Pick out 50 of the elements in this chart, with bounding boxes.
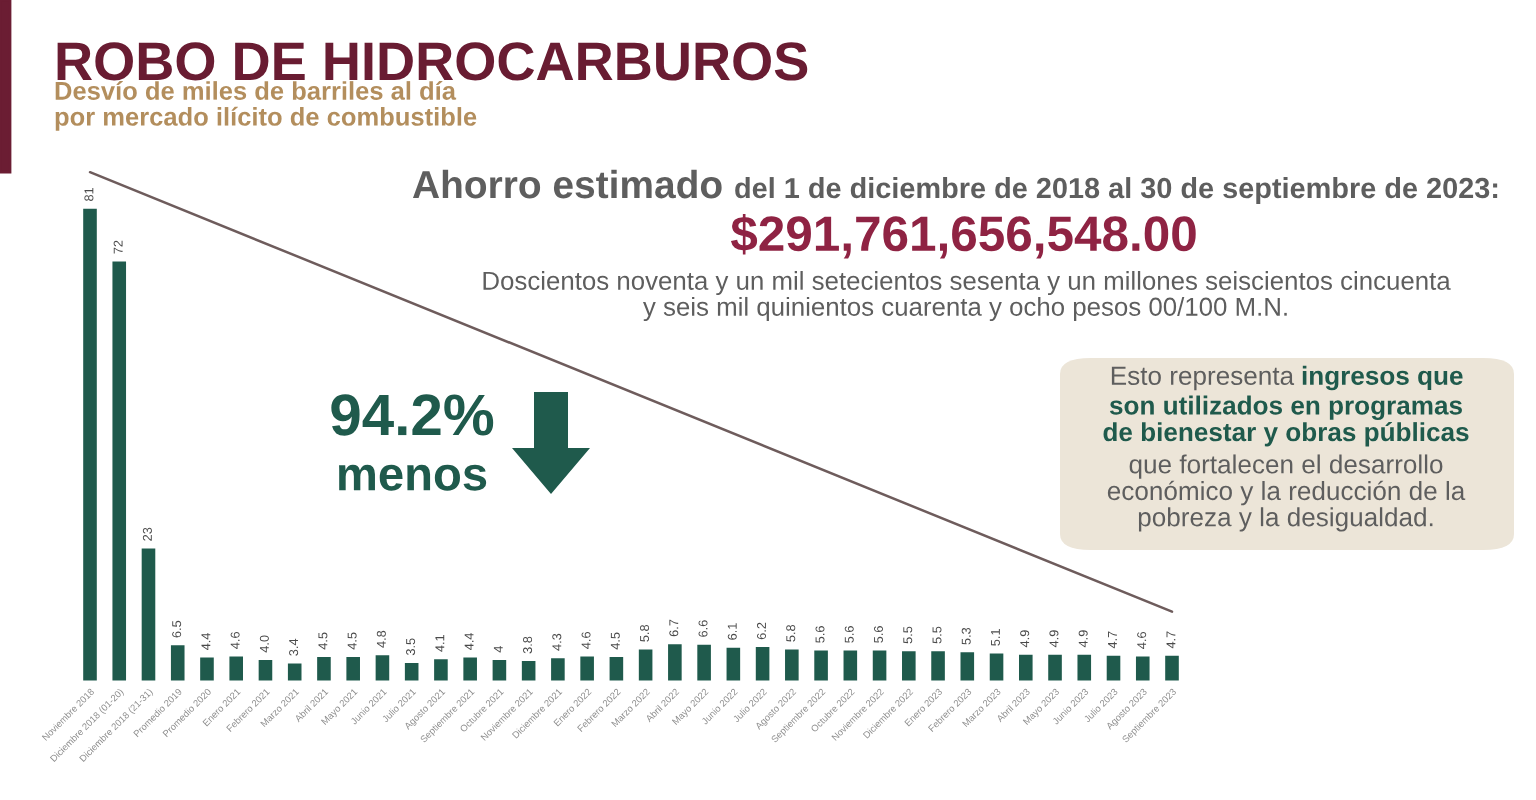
bar [519, 658, 539, 682]
bar [577, 653, 597, 682]
bar [606, 654, 626, 682]
annotation: 94.2% [331, 394, 494, 436]
bar [1162, 653, 1182, 682]
text: ingresos que [1302, 365, 1463, 391]
annotation: Doscientos noventa y un mil setecientos sesenta y un millones seiscientos cincuenta y seis mil quinientos cuarenta y ocho pesos 00/100 M.N. [483, 270, 1451, 322]
bar [402, 660, 422, 682]
bar [431, 656, 451, 682]
annotation: del 1 de diciembre de 2018 al 30 de septiembre de 2023: [735, 177, 1498, 204]
bar [1016, 651, 1036, 682]
bar [197, 654, 217, 682]
annotation: menos [339, 464, 487, 491]
bar [899, 648, 919, 682]
bar [928, 648, 948, 682]
bar [665, 641, 685, 682]
bar [460, 654, 480, 682]
bar [343, 654, 363, 682]
bar [1133, 653, 1153, 682]
bar [548, 655, 568, 682]
chart-subtitle: Desvío de miles de barriles al día por mercado ilícito de combustible [55, 80, 477, 131]
bar [109, 258, 129, 682]
bar [80, 205, 100, 682]
bar [372, 652, 393, 682]
bar [1045, 651, 1065, 682]
bar [255, 657, 276, 682]
bar [957, 649, 977, 682]
bar [869, 647, 890, 682]
bar [489, 657, 509, 682]
annotation: Esto representa [1111, 366, 1295, 391]
bar [986, 650, 1007, 682]
bar [1103, 653, 1124, 682]
bar [782, 646, 802, 682]
bar [314, 654, 334, 682]
annotation: $291,761,656,548.00 [730, 214, 1196, 259]
bar [168, 642, 188, 682]
bar [226, 653, 246, 682]
bar [753, 644, 773, 682]
bar [1074, 651, 1094, 682]
chart-title: ROBO DE HIDROCARBUROS [57, 42, 808, 81]
annotation: Ahorro estimado [412, 169, 722, 199]
bar [723, 644, 743, 682]
bar [285, 660, 305, 682]
bar [840, 647, 860, 682]
bar [138, 545, 159, 682]
bar [811, 647, 831, 682]
annotation: son utilizados en programas de bienestar y obras públicas [1103, 395, 1469, 447]
bar [636, 646, 656, 682]
bar [694, 641, 714, 682]
annotation: que fortalecen el desarrollo económico y la reducción de la pobreza y la desigualdad. [1107, 454, 1466, 532]
